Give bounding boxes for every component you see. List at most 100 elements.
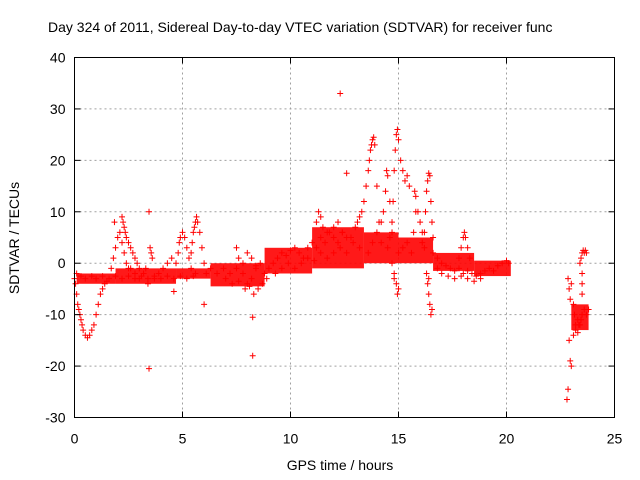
data-density-bands [76,227,589,331]
data-point [399,244,406,251]
data-point [410,229,417,236]
data-point [477,270,484,277]
data-point [395,285,402,292]
data-point [347,234,354,241]
data-point [142,265,149,272]
data-point [401,177,408,184]
data-point [428,219,435,226]
data-point [111,219,118,226]
data-point [473,273,480,280]
data-point [430,234,437,241]
data-point [423,270,430,277]
data-point [438,270,445,277]
data-point [317,249,324,256]
data-density-band [474,260,511,277]
data-point [99,273,106,280]
data-point [384,172,391,179]
data-point [391,167,398,174]
data-point [335,219,342,226]
data-point [421,229,428,236]
data-point [291,265,298,272]
y-tick-label: 20 [50,152,66,168]
data-point [164,273,171,280]
data-points [71,90,592,403]
data-point [356,244,363,251]
data-point [574,329,581,336]
data-point [394,126,401,133]
data-point [261,270,268,277]
data-point [80,327,87,334]
data-point [428,306,435,313]
data-point [235,255,242,262]
data-point [499,260,506,267]
data-point [170,288,177,295]
data-point [183,244,190,251]
data-point [144,280,151,287]
data-point [82,275,89,282]
data-point [77,316,84,323]
data-point [324,229,331,236]
data-point [395,136,402,143]
data-point [311,257,318,264]
data-point [427,311,434,318]
data-point [565,275,572,282]
data-point [411,188,418,195]
data-point [119,275,126,282]
data-point [430,249,437,256]
data-point [270,260,277,267]
data-point [93,275,100,282]
data-point [563,396,570,403]
data-point [360,198,367,205]
y-tick-label: 0 [58,255,66,271]
data-point [369,136,376,143]
data-point [201,301,208,308]
data-point [121,224,128,231]
data-point [419,239,426,246]
data-point [339,229,346,236]
data-point [131,255,138,262]
data-point [183,275,190,282]
data-point [330,234,337,241]
data-point [412,193,419,200]
data-point [189,239,196,246]
data-point [352,224,359,231]
data-point [75,306,82,313]
data-point [583,249,590,256]
data-point [423,188,430,195]
data-point [249,352,256,359]
data-point [455,265,462,272]
data-point [155,270,162,277]
axis-ticks: 0 5 10 15 20 25 -30 -20 -10 0 10 20 30 40 [45,50,622,447]
data-point [578,316,585,323]
data-point [458,273,465,280]
data-point [287,247,294,254]
data-point [382,188,389,195]
data-point [285,260,292,267]
data-point [125,239,132,246]
data-point [358,208,365,215]
data-point [578,255,585,262]
data-point [315,208,322,215]
data-point [125,273,132,280]
data-density-band [363,232,399,264]
data-point [222,275,229,282]
data-point [112,244,119,251]
data-point [397,157,404,164]
data-point [170,275,177,282]
data-point [106,275,113,282]
x-tick-label: 15 [391,431,407,447]
data-point [406,183,413,190]
data-point [424,280,431,287]
data-point [434,255,441,262]
data-point [404,239,411,246]
data-density-band [398,237,434,264]
data-point [434,265,441,272]
data-point [568,280,575,287]
data-point [88,273,95,280]
data-point [579,291,586,298]
data-point [144,275,151,282]
data-point [427,198,434,205]
data-point [309,239,316,246]
data-point [136,265,143,272]
x-tick-label: 0 [71,431,79,447]
